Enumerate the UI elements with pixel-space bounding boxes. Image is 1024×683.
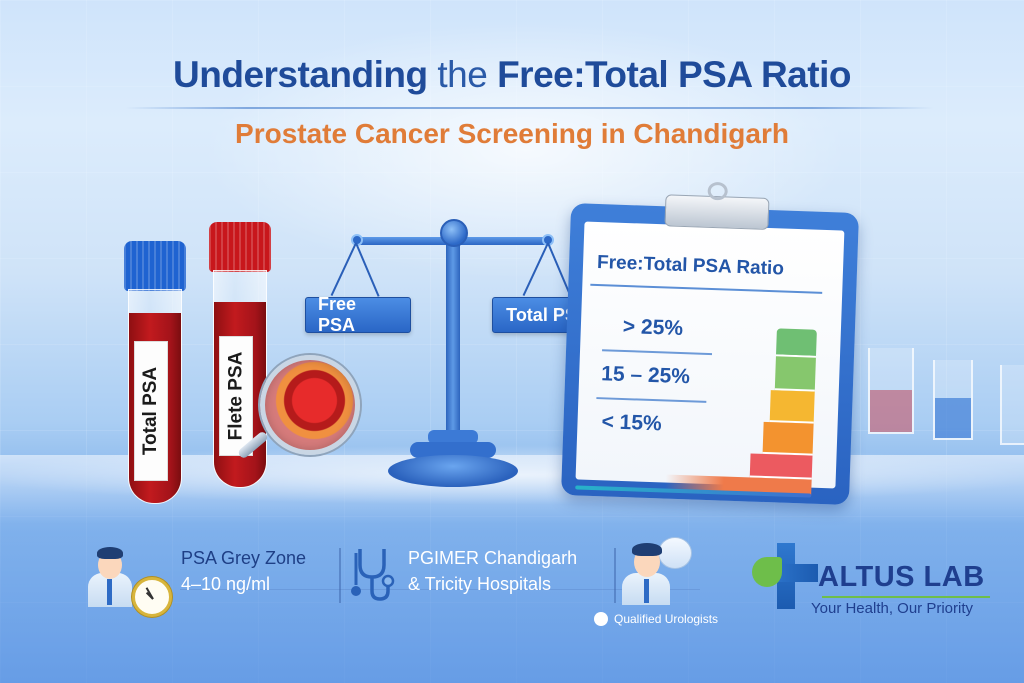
page-title: Understanding the Free:Total PSA Ratio (173, 54, 851, 95)
feature-urologists-caption: Qualified Urologists (614, 612, 719, 626)
row-divider (596, 397, 707, 403)
risk-gauge-bars (730, 327, 817, 480)
title-divider (125, 107, 934, 109)
feature-hospitals-line1: PGIMER Chandigarh (408, 548, 578, 568)
urologist-badge-icon (594, 612, 608, 626)
clipboard-divider (590, 283, 823, 294)
footer-rule (180, 589, 700, 590)
row-divider (602, 349, 713, 355)
clipboard-title: Free:Total PSA Ratio (596, 252, 785, 280)
feature-divider (339, 548, 341, 603)
tube-label: Flete PSA (225, 351, 247, 441)
scale-base (410, 442, 496, 458)
clipboard-chart: Free:Total PSA Ratio > 25% 15 – 25% < 15… (560, 181, 860, 505)
brand-rule (822, 596, 990, 598)
clipboard-paper: Free:Total PSA Ratio > 25% 15 – 25% < 15… (575, 221, 845, 498)
ratio-row-mid: 15 – 25% (600, 362, 691, 389)
feature-hospitals-line2: & Tricity Hospitals (408, 574, 552, 594)
beaker-empty-decor (1000, 365, 1024, 445)
ratio-row-high: > 25% (622, 314, 684, 341)
scale-pole (446, 245, 460, 445)
beaker-red-decor (868, 348, 914, 434)
scale-knob (440, 219, 468, 247)
scale-base (428, 430, 478, 444)
tube-label: Total PSA (140, 366, 162, 456)
brand-tagline: Your Health, Our Priority (811, 600, 974, 617)
stethoscope-icon (350, 545, 398, 603)
beaker-blue-decor (933, 360, 973, 440)
scale-label-free-psa: Free PSA (305, 294, 411, 335)
ratio-row-low: < 15% (601, 410, 663, 436)
doctor-chat-icon (618, 535, 698, 607)
tube-free-psa: Flete PSA (209, 222, 271, 488)
feature-grey-zone-value: 4–10 ng/ml (181, 574, 271, 594)
feature-divider (614, 548, 616, 603)
tube-cap-red (209, 222, 271, 272)
brand-name: ALTUS LAB (818, 561, 985, 593)
feature-grey-zone: PSA Grey Zone 4–10 ng/ml (181, 545, 306, 597)
scale-base (388, 455, 518, 487)
magnifying-glass-icon (260, 355, 360, 455)
feature-grey-zone-title: PSA Grey Zone (181, 548, 307, 568)
tube-cap-blue (124, 241, 186, 291)
page-subtitle: Prostate Cancer Screening in Chandigarh (235, 118, 789, 149)
tube-total-psa: Total PSA (124, 241, 186, 506)
doctor-clock-icon (86, 543, 176, 623)
altus-logo-icon (752, 543, 818, 609)
feature-hospitals: PGIMER Chandigarh & Tricity Hospitals (408, 545, 577, 597)
